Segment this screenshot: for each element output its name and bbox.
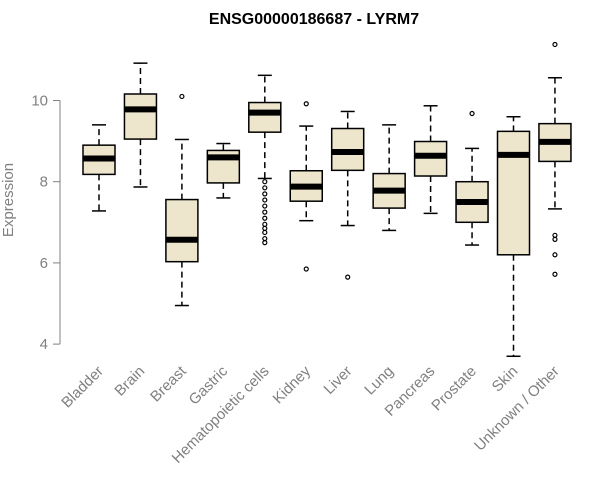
outlier-point <box>262 221 268 227</box>
outlier-point <box>552 232 558 238</box>
outlier-point <box>552 41 558 48</box>
outlier-point <box>303 101 309 107</box>
box-liver <box>330 110 365 280</box>
category-label: Bladder <box>58 363 107 412</box>
y-tick-label: 6 <box>40 255 48 272</box>
outlier-point <box>262 179 268 185</box>
iqr-box <box>496 130 531 256</box>
outlier-point <box>262 229 268 236</box>
outlier-point <box>552 252 558 258</box>
category-label: Breast <box>147 362 190 405</box>
box-kidney <box>289 101 323 272</box>
outlier-point <box>552 236 558 242</box>
box-skin <box>496 115 531 358</box>
outlier-point <box>469 110 475 117</box>
y-axis: 4 6 8 10 <box>31 93 61 353</box>
category-label: Skin <box>489 363 522 396</box>
box-pancreas <box>413 105 448 215</box>
iqr-box <box>413 140 448 177</box>
category-label: Kidney <box>270 362 315 407</box>
box-hematopoietic-cells <box>248 74 282 246</box>
category-label: Prostate <box>428 363 480 415</box>
outlier-point <box>303 266 309 272</box>
box-bladder <box>82 124 116 212</box>
box-brain <box>123 62 158 188</box>
outlier-point <box>262 235 268 242</box>
outlier-point <box>262 225 268 231</box>
outlier-point <box>262 203 268 209</box>
outlier-point <box>345 274 351 280</box>
box-unknown-other <box>538 41 572 277</box>
outlier-point <box>179 93 185 100</box>
y-tick-label: 8 <box>40 174 48 191</box>
outlier-point <box>262 185 268 191</box>
chart-title: ENSG00000186687 - LYRM7 <box>209 11 419 28</box>
y-tick-label: 4 <box>40 336 48 353</box>
category-label: Lung <box>361 363 397 399</box>
category-label: Brain <box>111 363 148 400</box>
outlier-point <box>262 197 268 203</box>
box-breast <box>165 93 199 307</box>
outlier-point <box>262 209 268 215</box>
iqr-box <box>165 198 199 263</box>
category-label: Liver <box>321 363 356 398</box>
box-prostate <box>455 110 489 246</box>
outlier-point <box>262 191 268 197</box>
y-axis-label: Expression <box>0 163 17 237</box>
iqr-box <box>123 93 158 140</box>
outlier-point <box>262 240 268 246</box>
y-tick-label: 10 <box>31 93 48 110</box>
box-gastric <box>206 142 241 199</box>
box-lung <box>372 124 406 232</box>
plot-area <box>82 41 572 358</box>
outlier-point <box>262 215 268 221</box>
outlier-point <box>552 271 558 277</box>
iqr-box <box>248 101 282 133</box>
